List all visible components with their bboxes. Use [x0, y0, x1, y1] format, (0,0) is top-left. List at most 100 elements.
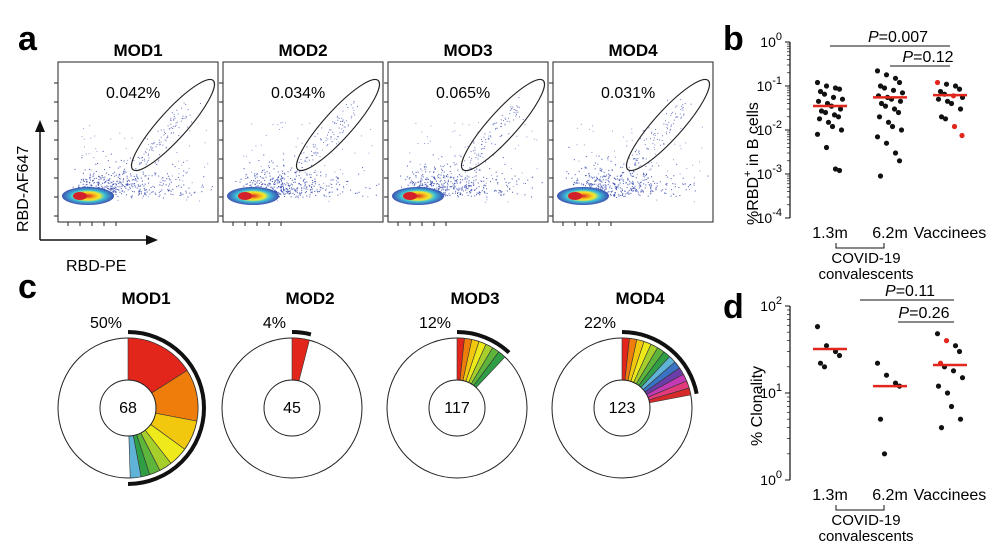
event-dot: [617, 187, 619, 189]
gated-dot: [191, 121, 193, 123]
event-dot: [454, 185, 456, 187]
event-dot: [301, 189, 303, 191]
event-dot: [413, 185, 415, 187]
gated-dot: [341, 128, 343, 130]
bg-dot: [342, 173, 344, 175]
gated-dot: [146, 161, 148, 163]
event-dot: [604, 188, 606, 190]
event-dot: [604, 175, 606, 177]
flow-plot-title: MOD2: [278, 41, 327, 60]
data-point: [896, 79, 903, 86]
gated-dot: [306, 146, 308, 148]
event-dot: [289, 185, 291, 187]
event-dot: [304, 178, 306, 180]
event-dot: [337, 194, 339, 196]
event-dot: [88, 168, 90, 170]
event-dot: [588, 176, 590, 178]
bg-dot: [424, 143, 425, 144]
event-dot: [254, 180, 256, 182]
event-dot: [639, 194, 641, 196]
bg-dot: [514, 148, 516, 150]
event-dot: [119, 178, 121, 180]
event-dot: [618, 194, 620, 196]
event-dot: [598, 183, 600, 185]
gated-dot: [682, 114, 684, 116]
event-dot: [337, 177, 339, 179]
event-dot: [647, 181, 649, 183]
event-dot: [489, 168, 491, 170]
event-dot: [420, 182, 422, 184]
event-dot: [103, 182, 105, 184]
event-dot: [279, 193, 281, 195]
event-dot: [442, 177, 444, 179]
y-arrowhead-icon: [35, 120, 45, 132]
event-dot: [584, 166, 586, 168]
event-dot: [583, 183, 585, 185]
event-dot: [183, 161, 185, 163]
event-dot: [457, 189, 459, 191]
event-dot: [354, 192, 356, 194]
event-dot: [509, 188, 511, 190]
event-dot: [291, 184, 293, 186]
event-dot: [290, 169, 292, 171]
event-dot: [501, 191, 503, 193]
event-dot: [114, 188, 116, 190]
event-dot: [143, 187, 145, 189]
event-dot: [273, 190, 275, 192]
bg-dot: [510, 168, 512, 170]
event-dot: [483, 180, 485, 182]
event-dot: [443, 193, 445, 195]
gated-dot: [159, 154, 160, 156]
event-dot: [250, 184, 252, 186]
gated-dot: [312, 143, 314, 145]
bg-dot: [636, 173, 638, 175]
event-dot: [113, 191, 115, 193]
gated-dot: [313, 152, 315, 154]
event-dot: [139, 188, 141, 190]
event-dot: [283, 189, 285, 191]
event-dot: [437, 183, 439, 185]
event-dot: [274, 180, 276, 182]
gated-dot: [474, 149, 476, 151]
event-dot: [518, 178, 520, 180]
event-dot: [95, 163, 97, 165]
event-dot: [614, 192, 616, 194]
event-dot: [632, 190, 634, 192]
event-dot: [442, 166, 444, 168]
bg-dot: [148, 144, 149, 146]
event-dot: [254, 175, 256, 177]
y-axis-label: %RBD+ in B cells: [742, 102, 762, 225]
event-dot: [356, 192, 358, 194]
event-dot: [619, 182, 621, 184]
event-dot: [421, 183, 423, 185]
bg-dot: [255, 145, 257, 147]
gated-dot: [661, 140, 663, 141]
event-dot: [479, 169, 481, 171]
gated-dot: [350, 104, 352, 106]
event-dot: [498, 189, 500, 191]
bg-dot: [312, 155, 314, 157]
gated-dot: [481, 153, 483, 155]
data-point: [883, 140, 890, 146]
data-point: [881, 85, 888, 91]
event-dot: [316, 191, 318, 193]
event-dot: [331, 187, 333, 189]
event-dot: [640, 190, 642, 192]
density-cluster: [227, 187, 279, 205]
event-dot: [446, 163, 448, 165]
event-dot: [185, 190, 187, 192]
gated-dot: [471, 158, 473, 160]
event-dot: [275, 179, 277, 181]
event-dot: [633, 175, 635, 177]
bg-dot: [484, 201, 486, 203]
event-dot: [594, 162, 596, 164]
bg-dot: [297, 137, 299, 139]
event-dot: [473, 180, 475, 182]
gated-dot: [643, 157, 645, 159]
event-dot: [79, 186, 81, 188]
event-dot: [124, 170, 126, 172]
gated-dot: [342, 124, 344, 126]
bg-dot: [90, 169, 92, 171]
bg-dot: [146, 148, 148, 150]
event-dot: [182, 175, 184, 177]
